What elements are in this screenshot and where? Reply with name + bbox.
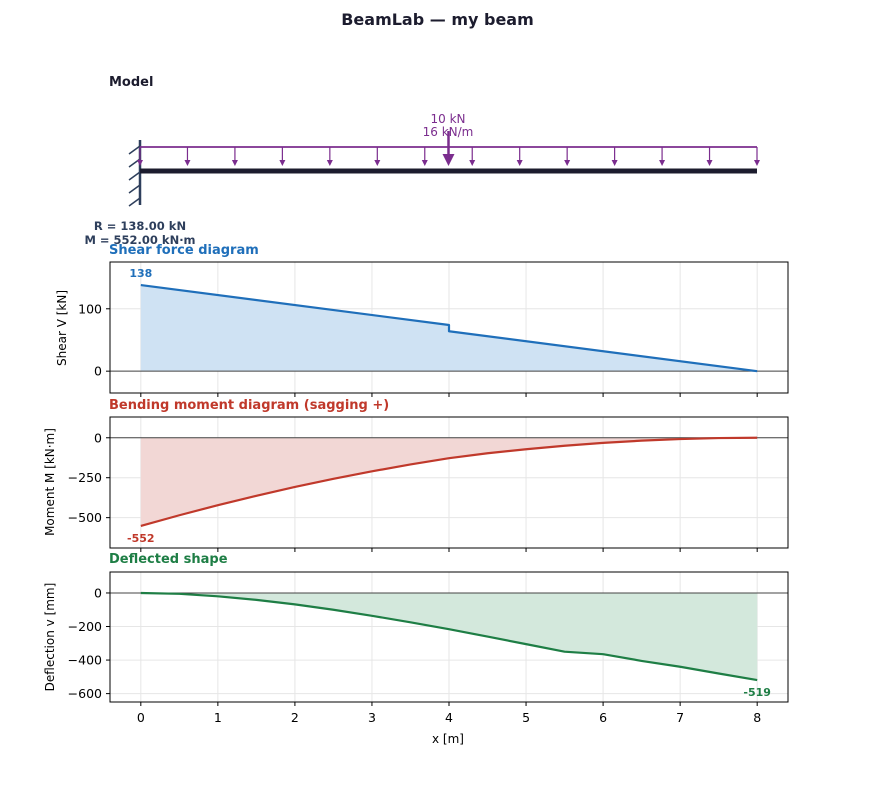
point-load-label: 10 kN xyxy=(430,112,465,126)
shear-ytick-label: 0 xyxy=(94,364,102,379)
deflection-ytick-label: 0 xyxy=(94,585,102,600)
distributed-load-arrowhead xyxy=(564,160,571,166)
deflection-xtick-label: 5 xyxy=(522,710,530,725)
distributed-load-arrowhead xyxy=(279,160,286,166)
distributed-load-arrowhead xyxy=(137,160,143,166)
shear-chart: Shear force diagram Shear V [kN] 0 100 138 xyxy=(55,243,789,397)
distributed-load-label: 16 kN/m xyxy=(423,125,474,139)
deflection-xtick-label: 4 xyxy=(445,710,453,725)
shear-ytick-label: 100 xyxy=(78,301,102,316)
moment-area xyxy=(140,437,758,526)
page-title: BeamLab — my beam xyxy=(341,10,534,29)
point-load-arrowhead xyxy=(442,154,455,166)
distributed-load-arrowhead xyxy=(421,160,428,166)
shear-chart-title: Shear force diagram xyxy=(109,243,259,258)
deflection-y-label: Deflection v [mm] xyxy=(43,583,57,692)
shear-peak-label: 138 xyxy=(129,267,152,280)
distributed-load-arrowhead xyxy=(516,160,523,166)
deflection-ytick-label: −400 xyxy=(68,653,102,668)
support-hatch xyxy=(128,171,141,181)
distributed-load-arrowhead xyxy=(326,160,333,166)
reaction-force-label: R = 138.00 kN xyxy=(94,219,186,233)
deflection-area xyxy=(140,592,758,681)
deflection-series-line xyxy=(140,591,758,682)
distributed-load-arrowhead xyxy=(231,160,238,166)
distributed-load-arrowhead xyxy=(184,160,191,166)
moment-peak-label: -552 xyxy=(127,532,155,545)
deflection-xtick-label: 7 xyxy=(676,710,684,725)
moment-y-label: Moment M [kN·m] xyxy=(43,428,57,536)
deflection-ytick-label: −200 xyxy=(68,619,102,634)
distributed-load-arrowhead xyxy=(611,160,618,166)
reaction-moment-label: M = 552.00 kN·m xyxy=(84,233,195,247)
deflection-peak-label: -519 xyxy=(743,686,771,699)
distributed-load-arrowhead xyxy=(469,160,476,166)
moment-chart: Bending moment diagram (sagging +) Momen… xyxy=(43,398,789,552)
deflection-xtick-label: 8 xyxy=(753,710,761,725)
shear-series-line xyxy=(140,283,758,373)
deflection-xtick-label: 2 xyxy=(291,710,299,725)
moment-chart-title: Bending moment diagram (sagging +) xyxy=(109,398,389,413)
deflection-xtick-label: 3 xyxy=(368,710,376,725)
moment-ytick-label: −500 xyxy=(68,510,102,525)
support-hatch xyxy=(128,184,141,194)
distributed-load-arrowhead xyxy=(706,160,713,166)
shear-y-label: Shear V [kN] xyxy=(55,290,69,366)
deflection-ytick-label: −600 xyxy=(68,686,102,701)
deflection-chart-title: Deflected shape xyxy=(109,552,228,567)
deflection-chart: Deflected shape Deflection v [mm] x [m] … xyxy=(43,552,789,746)
moment-ytick-label: −250 xyxy=(68,470,102,485)
deflection-xtick-label: 1 xyxy=(214,710,222,725)
deflection-xtick-label: 0 xyxy=(137,710,145,725)
deflection-xtick-label: 6 xyxy=(599,710,607,725)
distributed-load-arrowhead xyxy=(374,160,381,166)
moment-ytick-label: 0 xyxy=(94,430,102,445)
distributed-load-arrowhead xyxy=(659,160,666,166)
distributed-load-arrowhead xyxy=(754,160,760,166)
support-hatch xyxy=(128,197,141,207)
beam-model: Model 10 kN 16 kN/m R = 138.00 kN M = 55… xyxy=(84,75,760,247)
x-axis-label: x [m] xyxy=(432,732,464,746)
support-hatch xyxy=(128,145,141,155)
model-section-title: Model xyxy=(109,75,153,90)
moment-series-line xyxy=(140,436,758,528)
